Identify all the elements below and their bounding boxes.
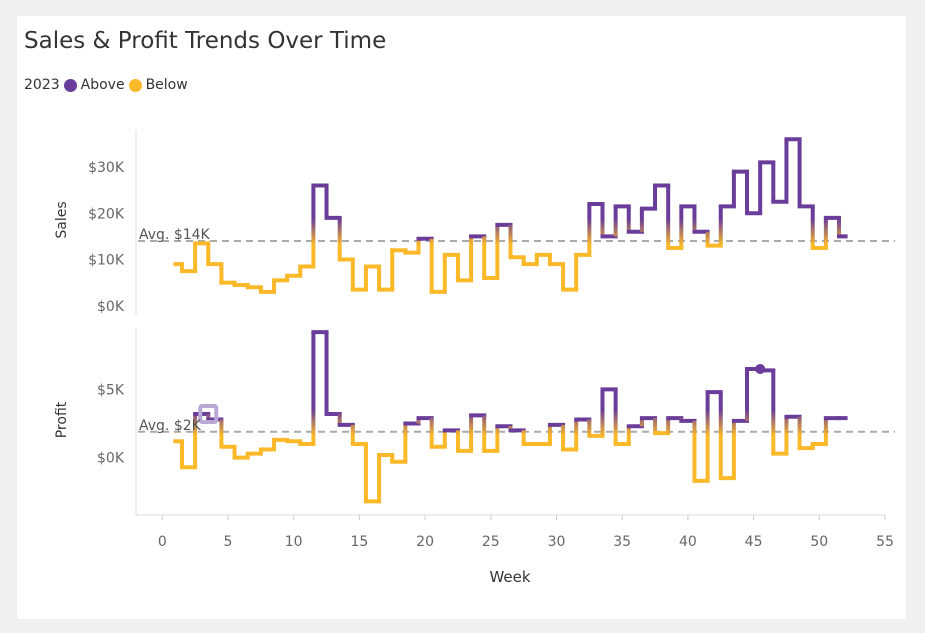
- sales-avg-label: Avg. $14K: [139, 227, 211, 243]
- x-axis-label: Week: [489, 568, 530, 586]
- x-tick-label-0: 0: [158, 534, 167, 550]
- profit-dot-marker: [755, 364, 765, 374]
- profit-ytick-label-0: $0K: [97, 451, 125, 467]
- x-tick-label-2: 10: [285, 534, 303, 550]
- x-tick-label-9: 45: [745, 534, 763, 550]
- x-tick-label-11: 55: [876, 534, 894, 550]
- x-tick-label-8: 40: [679, 534, 697, 550]
- x-tick-label-10: 50: [810, 534, 828, 550]
- x-tick-label-6: 30: [548, 534, 566, 550]
- sales-axis-label: Sales: [54, 201, 70, 238]
- sales-ytick-label-2: $20K: [88, 206, 125, 222]
- x-tick-label-5: 25: [482, 534, 500, 550]
- sales-ytick-label-3: $30K: [88, 160, 125, 176]
- sales-ytick-label-1: $10K: [88, 253, 125, 269]
- profit-avg-label: Avg. $2K: [139, 418, 202, 434]
- profit-ytick-label-1: $5K: [97, 382, 125, 398]
- x-tick-label-3: 15: [350, 534, 368, 550]
- x-tick-label-7: 35: [613, 534, 631, 550]
- x-tick-label-4: 20: [416, 534, 434, 550]
- x-tick-label-1: 5: [224, 534, 233, 550]
- sales-ytick-label-0: $0K: [97, 299, 125, 315]
- profit-axis-label: Profit: [54, 401, 70, 438]
